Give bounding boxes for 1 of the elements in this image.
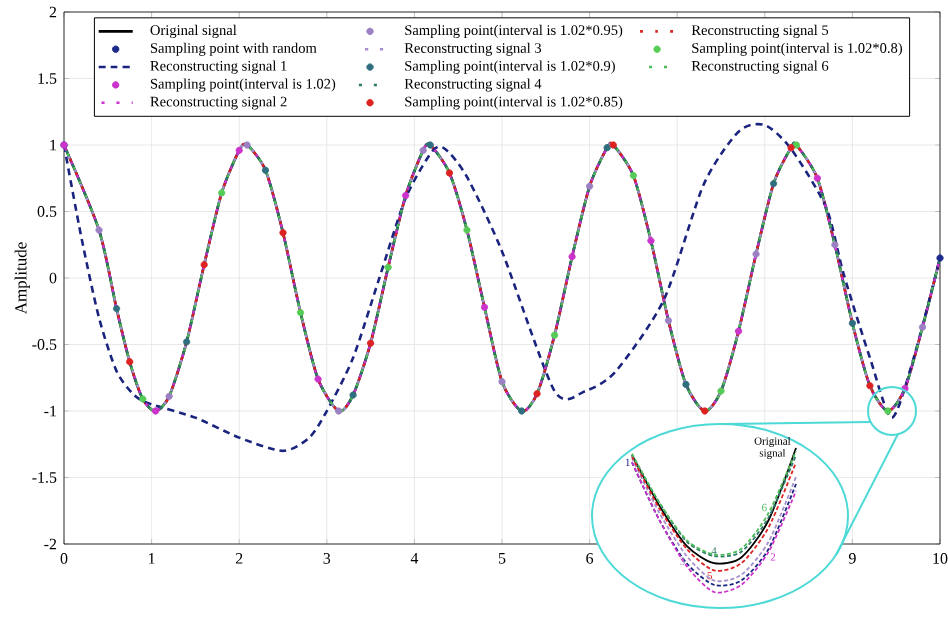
y-axis-title: Amplitude <box>14 242 30 315</box>
